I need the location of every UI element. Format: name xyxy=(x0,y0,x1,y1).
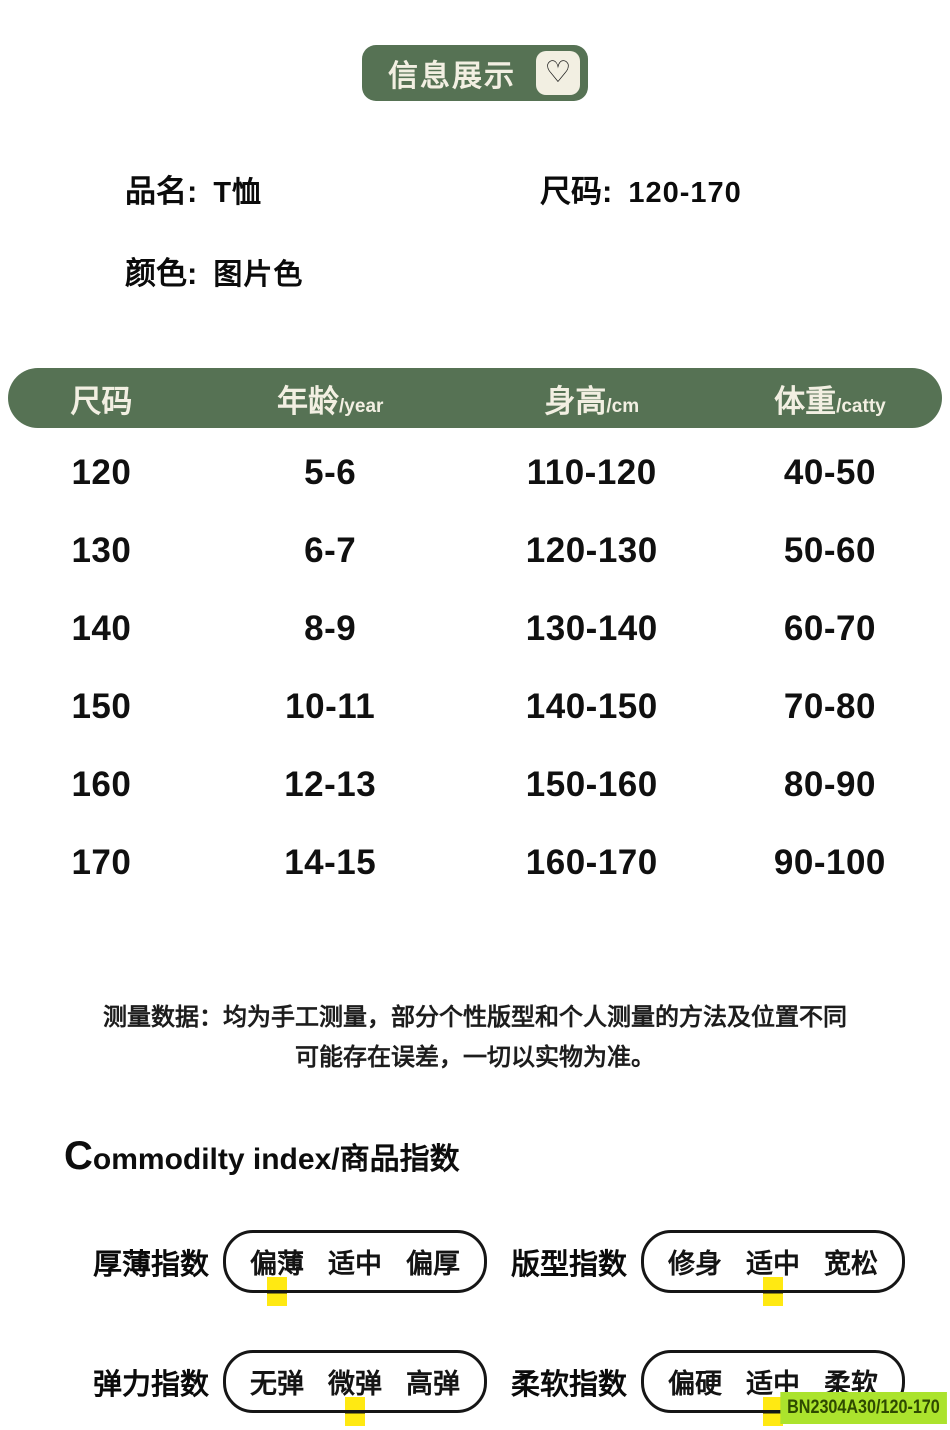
index-option: 修身 xyxy=(668,1249,723,1279)
table-cell: 6-7 xyxy=(304,531,357,570)
index-option: 微弹 xyxy=(328,1362,382,1426)
index-pill: 修身 适中 宽松 xyxy=(641,1230,906,1306)
commodity-index-title: Commodilty index/商品指数 xyxy=(64,1134,460,1179)
table-cell: 160 xyxy=(71,765,132,804)
selected-marker xyxy=(763,1397,784,1426)
table-cell: 80-90 xyxy=(783,765,876,804)
size-table-header: 尺码 年龄/year 身高/cm 体重/catty xyxy=(8,368,942,428)
table-cell: 150-160 xyxy=(525,765,658,804)
column-header-height: 身高/cm xyxy=(544,383,640,419)
product-size-field: 尺码: 120-170 xyxy=(540,166,742,211)
table-cell: 110-120 xyxy=(526,453,657,492)
commodity-index-title-en: Commodilty index xyxy=(64,1134,332,1178)
index-option: 偏薄 xyxy=(250,1242,304,1306)
table-cell: 140 xyxy=(71,609,132,648)
product-color-value: 图片色 xyxy=(213,259,304,291)
table-cell: 140-150 xyxy=(525,687,658,726)
measurement-note: 测量数据：均为手工测量，部分个性版型和个人测量的方法及位置不同 可能存在误差，一… xyxy=(0,998,950,1078)
table-cell: 170 xyxy=(71,843,132,882)
table-cell: 160-170 xyxy=(525,843,658,882)
product-size-label: 尺码: xyxy=(540,174,613,209)
table-row: 140 8-9 130-140 60-70 xyxy=(8,590,942,668)
index-label: 弹力指数 xyxy=(93,1368,210,1401)
table-row: 160 12-13 150-160 80-90 xyxy=(8,746,942,824)
index-option: 高弹 xyxy=(406,1369,461,1399)
note-line: 测量数据：均为手工测量，部分个性版型和个人测量的方法及位置不同 xyxy=(103,1004,847,1031)
index-option: 偏厚 xyxy=(406,1249,461,1279)
sku-badge: BN2304A30/120-170 xyxy=(780,1392,947,1424)
index-item-thickness: 厚薄指数 偏薄 适中 偏厚 xyxy=(0,1230,488,1306)
table-row: 120 5-6 110-120 40-50 xyxy=(8,434,942,512)
column-header-weight: 体重/catty xyxy=(774,383,886,419)
index-label: 厚薄指数 xyxy=(93,1248,210,1281)
table-cell: 10-11 xyxy=(285,687,376,726)
index-option: 适中 xyxy=(746,1242,800,1306)
table-cell: 5-6 xyxy=(304,453,357,492)
table-cell: 150 xyxy=(71,687,132,726)
table-cell: 12-13 xyxy=(284,765,377,804)
index-label: 柔软指数 xyxy=(511,1368,628,1401)
commodity-index-grid: 厚薄指数 偏薄 适中 偏厚 版型指数 修身 适中 宽松 弹力指数 无弹 微弹 高… xyxy=(0,1230,950,1426)
index-option: 宽松 xyxy=(824,1249,879,1279)
commodity-index-title-cn: /商品指数 xyxy=(331,1143,460,1176)
note-line: 可能存在误差，一切以实物为准。 xyxy=(295,1044,655,1071)
table-cell: 70-80 xyxy=(783,687,876,726)
index-option: 适中 xyxy=(328,1249,383,1279)
table-cell: 130 xyxy=(71,531,132,570)
product-name-label: 品名: xyxy=(125,174,198,209)
section-header-badge: 信息展示 ♡ xyxy=(362,45,588,101)
table-cell: 120-130 xyxy=(525,531,658,570)
product-name-value: T恤 xyxy=(213,177,263,209)
table-cell: 8-9 xyxy=(304,609,357,648)
selected-marker xyxy=(763,1277,784,1306)
product-color-field: 颜色: 图片色 xyxy=(125,248,303,293)
index-pill: 无弹 微弹 高弹 xyxy=(223,1350,488,1426)
index-item-fit: 版型指数 修身 适中 宽松 xyxy=(475,1230,950,1306)
index-item-elasticity: 弹力指数 无弹 微弹 高弹 xyxy=(0,1350,488,1426)
heart-icon: ♡ xyxy=(536,51,580,95)
selected-marker xyxy=(345,1397,366,1426)
index-label: 版型指数 xyxy=(511,1248,628,1281)
section-title: 信息展示 xyxy=(388,60,516,93)
table-cell: 50-60 xyxy=(783,531,876,570)
column-header-age: 年龄/year xyxy=(277,383,384,419)
index-option: 偏硬 xyxy=(668,1369,723,1399)
product-color-label: 颜色: xyxy=(125,256,198,291)
table-row: 170 14-15 160-170 90-100 xyxy=(8,824,942,902)
index-option: 无弹 xyxy=(250,1369,305,1399)
table-cell: 90-100 xyxy=(773,843,886,882)
product-size-value: 120-170 xyxy=(628,177,742,209)
selected-marker xyxy=(267,1277,288,1306)
table-row: 130 6-7 120-130 50-60 xyxy=(8,512,942,590)
table-cell: 14-15 xyxy=(284,843,377,882)
size-table: 120 5-6 110-120 40-50 130 6-7 120-130 50… xyxy=(8,434,942,902)
table-cell: 60-70 xyxy=(783,609,876,648)
product-name-field: 品名: T恤 xyxy=(125,166,262,211)
table-cell: 40-50 xyxy=(783,453,876,492)
table-cell: 130-140 xyxy=(525,609,658,648)
column-header-size: 尺码 xyxy=(70,383,133,419)
table-row: 150 10-11 140-150 70-80 xyxy=(8,668,942,746)
index-pill: 偏薄 适中 偏厚 xyxy=(223,1230,488,1306)
table-cell: 120 xyxy=(71,453,132,492)
